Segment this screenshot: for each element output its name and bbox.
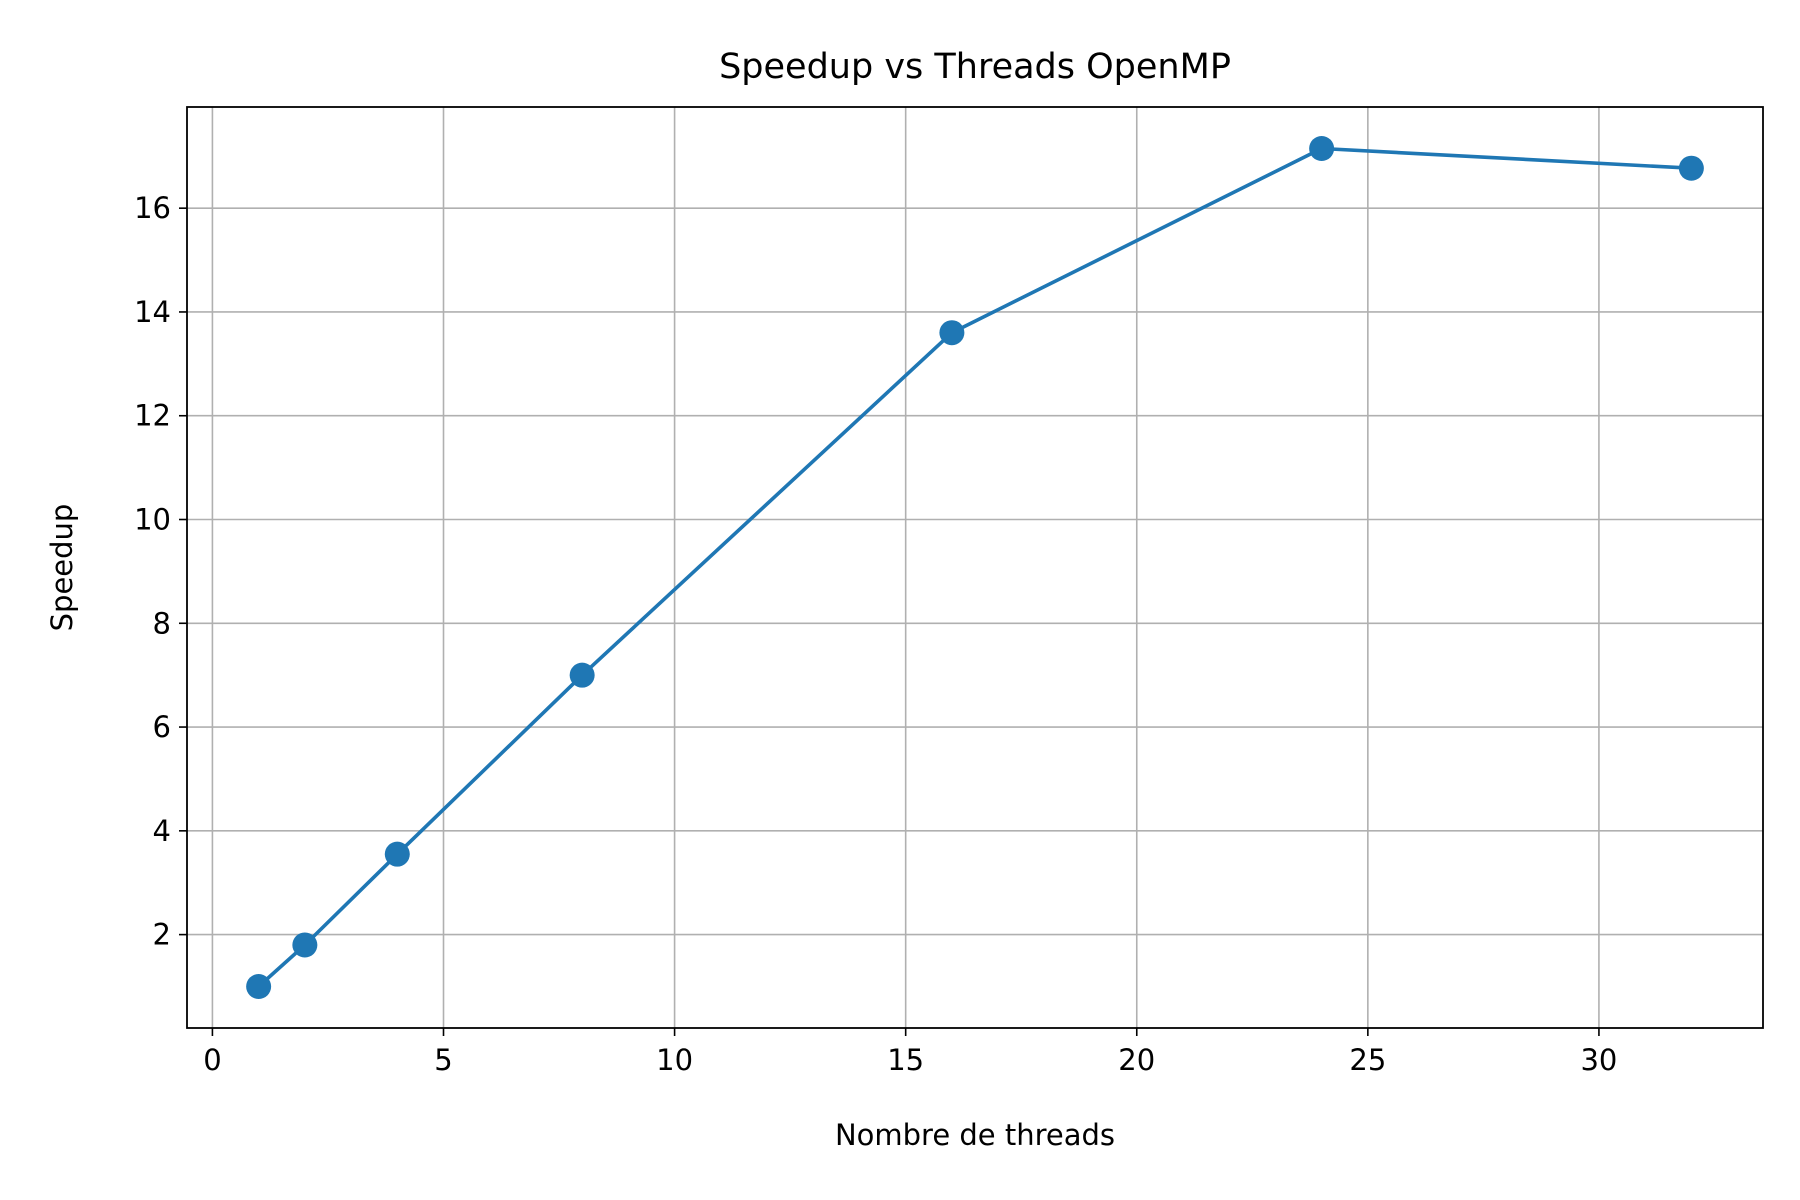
x-tick-label: 5 [434,1043,452,1077]
y-tick-label: 8 [153,606,171,640]
series-line [246,136,1704,999]
data-point [384,841,410,867]
plot-frame [186,106,1764,1029]
y-tick-label: 2 [153,918,171,952]
chart-title: Speedup vs Threads OpenMP [719,47,1231,87]
y-tick-label: 16 [134,191,171,225]
x-tick-label: 20 [1118,1043,1155,1077]
data-point [246,973,272,999]
data-point [1678,155,1704,181]
data-point [939,320,965,346]
y-tick-label: 10 [134,503,171,537]
x-axis-title: Nombre de threads [835,1118,1115,1152]
x-tick-label: 0 [203,1043,221,1077]
grid [187,107,1763,1028]
x-tick-label: 15 [887,1043,924,1077]
data-point [569,662,595,688]
data-point [292,932,318,958]
axis-ticks: 0 5 10 15 20 25 30 2 4 6 8 10 12 14 16 [134,191,1617,1077]
y-tick-label: 12 [134,399,171,433]
y-axis-title: Speedup [45,504,79,632]
x-tick-label: 30 [1580,1043,1617,1077]
y-tick-label: 14 [134,295,171,329]
data-point [1309,136,1335,162]
y-tick-label: 4 [153,814,171,848]
x-tick-label: 25 [1349,1043,1386,1077]
y-tick-label: 6 [153,710,171,744]
x-tick-label: 10 [656,1043,693,1077]
